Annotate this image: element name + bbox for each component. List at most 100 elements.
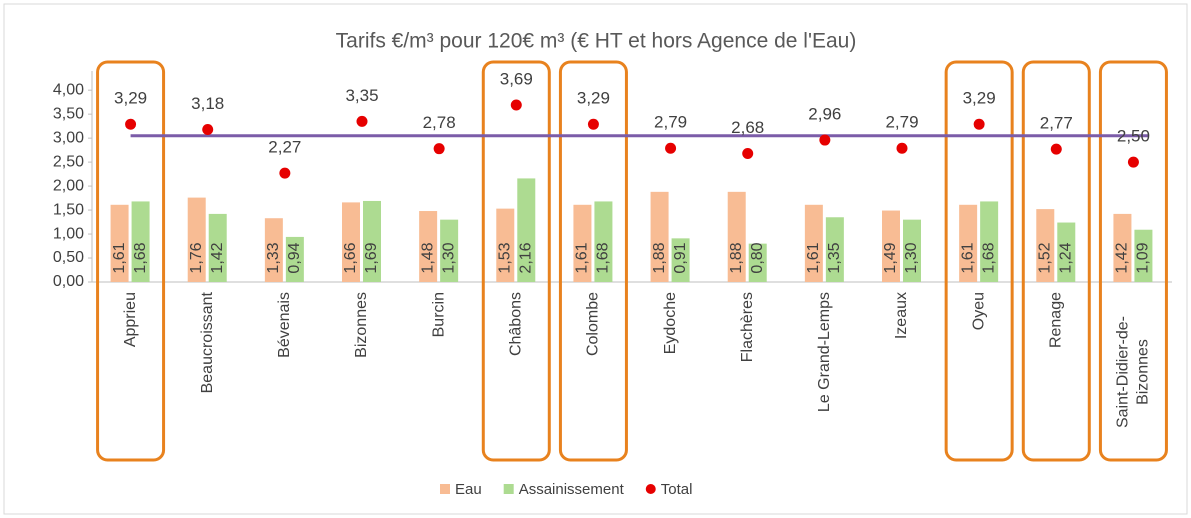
highlight-box <box>558 60 628 462</box>
bar-value-label: 1,68 <box>132 242 149 273</box>
x-tick-label: Burcin <box>430 292 447 337</box>
total-dot <box>125 118 137 130</box>
y-tick-label: 2,50 <box>53 153 84 170</box>
bar-value-label: 1,33 <box>265 242 282 273</box>
total-value-label: 2,27 <box>268 138 301 157</box>
bar-value-label: 1,42 <box>1114 242 1131 273</box>
legend-swatch <box>645 484 656 494</box>
total-value-label: 3,29 <box>963 89 996 108</box>
bar <box>903 219 921 282</box>
total-dot <box>279 167 291 179</box>
bar <box>573 204 592 282</box>
total-value-label: 3,18 <box>191 94 224 113</box>
bar-value-label: 0,91 <box>672 242 689 273</box>
y-tick-label: 0,00 <box>53 273 84 290</box>
bar-value-label: 1,69 <box>363 242 380 273</box>
bar-value-label: 1,61 <box>805 242 822 273</box>
total-dot <box>819 134 831 146</box>
bar <box>980 201 999 282</box>
highlight-box <box>96 60 166 462</box>
y-tick-label: 4,00 <box>53 81 84 98</box>
bar <box>882 210 900 282</box>
x-tick-label: Apprieu <box>122 292 139 347</box>
x-tick-label: Bizonnes <box>353 292 370 358</box>
bar <box>594 201 613 282</box>
total-dot <box>587 118 599 130</box>
legend-label: Assainissement <box>519 481 625 498</box>
y-tick-label: 1,00 <box>53 225 84 242</box>
bar <box>419 211 438 282</box>
total-value-label: 2,79 <box>885 113 918 132</box>
total-dot <box>433 143 445 155</box>
legend-swatch <box>440 484 450 494</box>
highlight-box <box>481 60 551 462</box>
bar-value-label: 1,61 <box>111 242 128 273</box>
bar-value-label: 2,16 <box>518 242 535 273</box>
bar-value-label: 1,61 <box>574 242 591 273</box>
total-dot <box>202 124 214 136</box>
total-value-label: 2,77 <box>1040 114 1073 133</box>
bar-value-label: 1,53 <box>497 242 514 273</box>
total-value-label: 3,29 <box>114 89 147 108</box>
y-tick-label: 2,00 <box>53 177 84 194</box>
bar <box>264 218 283 282</box>
x-tick-label: Le Grand-Lemps <box>816 292 833 412</box>
bar-value-label: 1,68 <box>595 242 612 273</box>
bar <box>187 197 206 282</box>
x-tick-label: Saint-Didier-de- Bizonnes <box>1115 316 1152 428</box>
bar-value-label: 1,88 <box>728 242 745 273</box>
y-tick-label: 3,50 <box>53 105 84 122</box>
total-dot <box>356 115 368 127</box>
legend-label: Total <box>661 481 693 498</box>
bar-value-label: 1,42 <box>209 242 226 273</box>
bar-value-label: 1,52 <box>1037 242 1054 273</box>
y-tick-label: 1,50 <box>53 201 84 218</box>
bar <box>650 191 669 282</box>
x-tick-label: Eydoche <box>662 292 679 354</box>
total-dot <box>510 99 522 111</box>
bar <box>727 191 746 282</box>
chart-title: Tarifs €/m³ pour 120€ m³ (€ HT et hors A… <box>336 30 857 53</box>
bar-value-label: 1,30 <box>903 242 920 273</box>
bar <box>285 236 304 282</box>
bar-value-label: 1,48 <box>419 242 436 273</box>
bar-value-label: 1,76 <box>188 242 205 273</box>
highlight-box <box>1098 60 1168 462</box>
total-value-label: 2,78 <box>423 113 456 132</box>
bar-value-label: 1,24 <box>1058 242 1075 273</box>
bar <box>959 204 978 282</box>
bar-value-label: 1,09 <box>1135 242 1152 273</box>
x-tick-label: Bévenais <box>276 292 293 358</box>
total-dot <box>896 142 908 154</box>
bar-value-label: 1,66 <box>342 242 359 273</box>
bar <box>1057 222 1076 282</box>
x-tick-label: Flachères <box>739 292 756 362</box>
y-tick-label: 0,50 <box>53 249 84 266</box>
y-tick-label: 3,00 <box>53 129 84 146</box>
bar-value-label: 1,68 <box>980 242 997 273</box>
total-dot <box>665 142 677 154</box>
total-value-label: 3,35 <box>345 86 378 105</box>
bar <box>342 202 360 282</box>
bar-value-label: 0,94 <box>286 242 303 273</box>
bar-value-label: 1,35 <box>826 242 843 273</box>
total-value-label: 2,68 <box>731 118 764 137</box>
bar <box>804 204 823 282</box>
total-dot <box>742 147 754 159</box>
x-tick-label: Colombe <box>585 292 602 356</box>
highlight-box <box>1021 60 1091 462</box>
x-tick-label: Izeaux <box>893 292 910 339</box>
bar <box>110 204 129 282</box>
bar <box>496 208 515 282</box>
bar <box>363 200 381 282</box>
bar <box>517 178 536 282</box>
bar <box>1113 213 1132 282</box>
total-value-label: 3,69 <box>500 70 533 89</box>
bar-value-label: 1,49 <box>882 242 899 273</box>
bar <box>131 201 150 282</box>
bar-value-label: 0,80 <box>749 242 766 273</box>
bar <box>1036 209 1055 282</box>
bar <box>671 238 690 282</box>
